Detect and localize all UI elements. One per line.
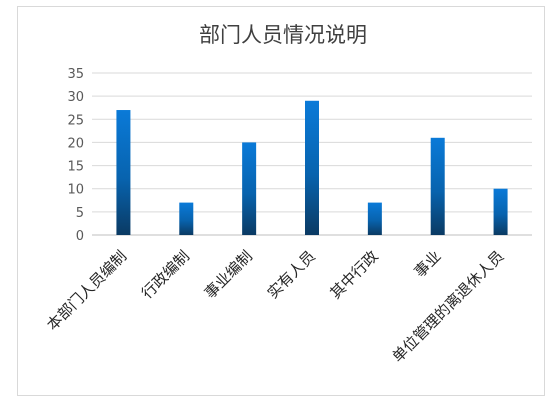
y-tick-label: 5	[76, 206, 84, 221]
y-tick-label: 25	[67, 113, 84, 128]
y-tick-label: 0	[76, 229, 84, 244]
bar	[367, 202, 382, 235]
x-category-label: 行政编制	[138, 247, 193, 302]
bar	[242, 142, 257, 235]
y-tick-label: 35	[67, 67, 84, 82]
x-category-label: 本部门人员编制	[43, 247, 130, 334]
bar	[430, 137, 445, 235]
chart-title: 部门人员情况说明	[199, 23, 367, 47]
y-tick-label: 20	[67, 136, 84, 151]
y-axis-ticks: 0 5 10 15 20 25 30 35	[67, 67, 84, 244]
x-category-label: 其中行政	[327, 247, 382, 302]
chart-frame	[17, 6, 545, 396]
x-category-label: 单位管理的离退休人员	[389, 247, 508, 366]
y-tick-label: 15	[67, 160, 84, 175]
bars	[116, 100, 508, 236]
x-category-label: 事业编制	[201, 247, 256, 302]
bar	[493, 188, 508, 235]
y-tick-label: 30	[67, 90, 84, 105]
bar	[179, 202, 194, 235]
x-category-label: 实有人员	[264, 247, 319, 302]
bar	[305, 100, 319, 236]
x-category-label: 事业	[411, 247, 445, 281]
y-tick-label: 10	[67, 183, 84, 198]
bar	[116, 110, 131, 235]
